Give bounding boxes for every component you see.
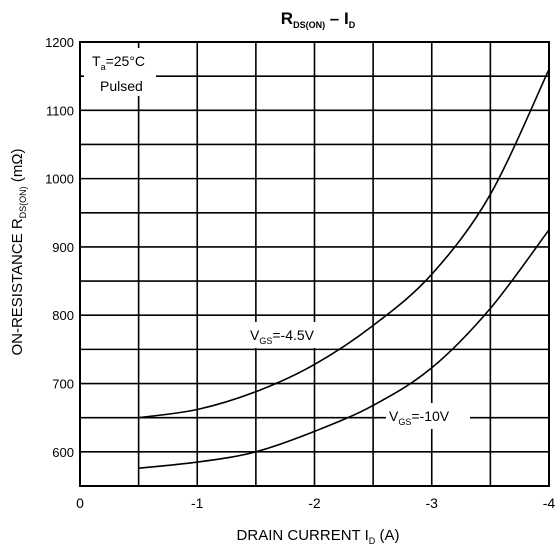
y-tick-label: 900 xyxy=(52,240,74,255)
tick-labels: 0 -1 -2 -3 -4 600 700 800 900 1000 1100 1200 xyxy=(45,35,555,511)
y-tick-label: 1000 xyxy=(45,172,74,187)
conditions-annotation: Ta=25°C Pulsed xyxy=(84,48,156,96)
series-label-vgs-10v: VGS=-10V xyxy=(386,403,470,429)
grid xyxy=(80,42,549,486)
y-tick-label: 600 xyxy=(52,445,74,460)
y-axis-label: ON-RESISTANCE RDS(ON) (mΩ) xyxy=(9,148,28,355)
temperature-condition: Ta=25°C xyxy=(92,53,145,72)
chart-title: RDS(ON) – ID xyxy=(281,9,356,30)
x-tick-label: -3 xyxy=(426,495,439,511)
x-axis-label: DRAIN CURRENT ID (A) xyxy=(237,527,400,546)
x-tick-label: 0 xyxy=(76,495,84,511)
pulsed-condition: Pulsed xyxy=(100,78,143,94)
svg-text:VGS=-4.5V: VGS=-4.5V xyxy=(250,327,315,346)
series-label-vgs-4.5v: VGS=-4.5V xyxy=(247,322,333,348)
x-tick-label: -4 xyxy=(543,495,556,511)
y-tick-label: 1200 xyxy=(45,35,74,50)
y-tick-label: 700 xyxy=(52,377,74,392)
series-line-vgs-10v xyxy=(138,229,550,469)
series-layer xyxy=(138,68,550,469)
x-tick-label: -2 xyxy=(308,495,321,511)
x-tick-label: -1 xyxy=(191,495,204,511)
y-tick-label: 1100 xyxy=(46,103,74,118)
series-line-vgs-4.5v xyxy=(138,68,550,419)
plot-frame xyxy=(79,41,550,487)
svg-text:VGS=-10V: VGS=-10V xyxy=(389,408,450,427)
y-tick-label: 800 xyxy=(52,308,74,323)
